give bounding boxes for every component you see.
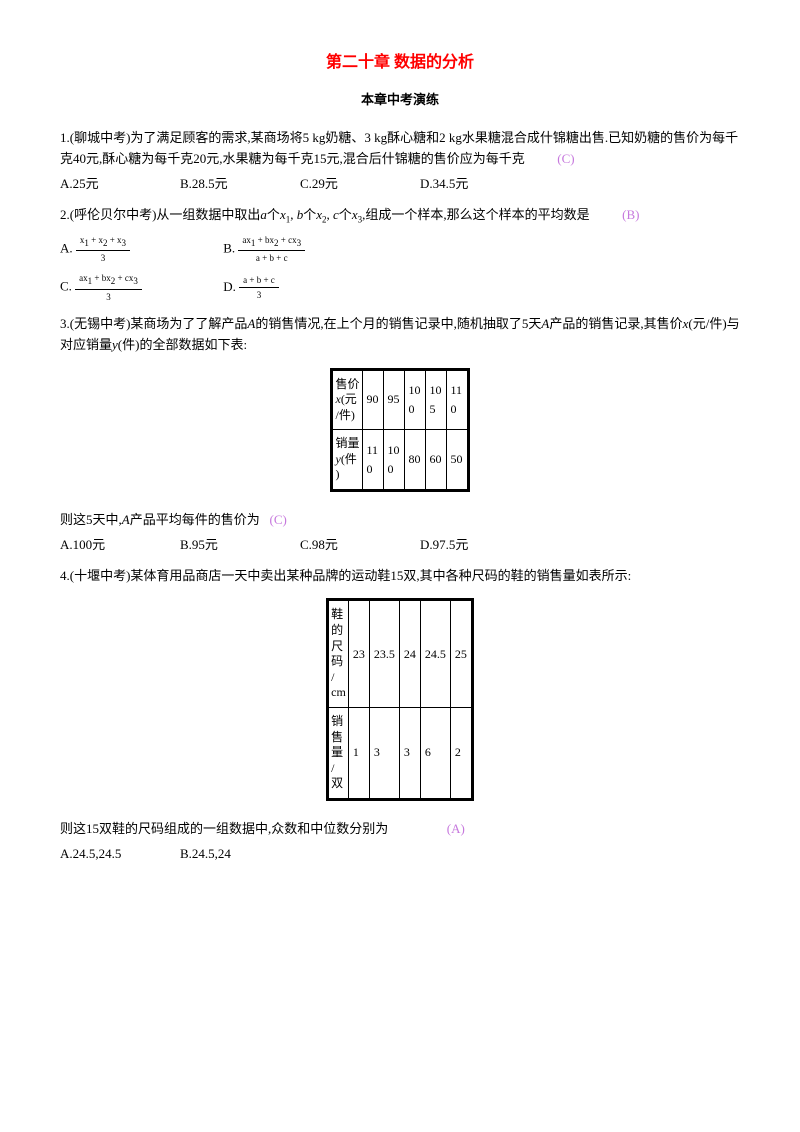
q4-text: 4.(十堰中考)某体育用品商店一天中卖出某种品牌的运动鞋15双,其中各种尺码的鞋… bbox=[60, 566, 740, 587]
question-2: 2.(呼伦贝尔中考)从一组数据中取出a个x1, b个x2, c个x3,组成一个样… bbox=[60, 205, 740, 304]
q2-text-b3: 个 bbox=[339, 207, 352, 222]
q2-text-b2: 个 bbox=[303, 207, 316, 222]
q3-r1c4: 105 bbox=[425, 369, 446, 430]
question-1: 1.(聊城中考)为了满足顾客的需求,某商场将5 kg奶糖、3 kg酥心糖和2 k… bbox=[60, 128, 740, 194]
q2-text-a: 2.(呼伦贝尔中考)从一组数据中取出 bbox=[60, 207, 260, 222]
q3-r2c2: 100 bbox=[383, 430, 404, 491]
q1-text: 1.(聊城中考)为了满足顾客的需求,某商场将5 kg奶糖、3 kg酥心糖和2 k… bbox=[60, 130, 738, 166]
q4-row1-hdr: 鞋的尺码/cm bbox=[328, 600, 349, 708]
q2-opt-c: C. ax1 + bx2 + cx33 bbox=[60, 271, 220, 304]
q3-r1c5: 110 bbox=[446, 369, 468, 430]
q2-answer: (B) bbox=[622, 207, 639, 222]
q3-text-a: 3.(无锡中考)某商场为了了解产品 bbox=[60, 316, 247, 331]
q4-r1c2: 23.5 bbox=[369, 600, 399, 708]
q4-r2c2: 3 bbox=[369, 708, 399, 800]
q4-r1c4: 24.5 bbox=[420, 600, 450, 708]
q4-r2c5: 2 bbox=[450, 708, 472, 800]
q2-opt-d: D. a + b + c3 bbox=[223, 273, 383, 303]
q3-r2c5: 50 bbox=[446, 430, 468, 491]
q1-opt-b: B.28.5元 bbox=[180, 174, 300, 195]
q3-answer: (C) bbox=[269, 512, 286, 527]
q1-opt-d: D.34.5元 bbox=[420, 174, 540, 195]
q3-table: 售价x(元/件) 90 95 100 105 110 销量y(件) 110 10… bbox=[330, 368, 469, 493]
chapter-title: 第二十章 数据的分析 bbox=[60, 50, 740, 76]
q3-opt-d: D.97.5元 bbox=[420, 535, 540, 556]
q1-answer: (C) bbox=[557, 151, 574, 166]
q3-opt-a: A.100元 bbox=[60, 535, 180, 556]
q3-r1c3: 100 bbox=[404, 369, 425, 430]
q4-answer: (A) bbox=[447, 821, 465, 836]
q4-r1c1: 23 bbox=[348, 600, 369, 708]
q4-opt-a: A.24.5,24.5 bbox=[60, 844, 180, 865]
q1-opt-c: C.29元 bbox=[300, 174, 420, 195]
q3-r1c1: 90 bbox=[362, 369, 383, 430]
q3-r1c2: 95 bbox=[383, 369, 404, 430]
q3-r2c1: 110 bbox=[362, 430, 383, 491]
q4-table: 鞋的尺码/cm 23 23.5 24 24.5 25 销售量/双 1 3 3 6… bbox=[326, 598, 474, 801]
q3-text-b: 的销售情况,在上个月的销售记录中,随机抽取了5天 bbox=[255, 316, 541, 331]
q4-row2-hdr: 销售量/双 bbox=[328, 708, 349, 800]
question-3: 3.(无锡中考)某商场为了了解产品A的销售情况,在上个月的销售记录中,随机抽取了… bbox=[60, 314, 740, 556]
q4-r2c4: 6 bbox=[420, 708, 450, 800]
q3-opt-b: B.95元 bbox=[180, 535, 300, 556]
q1-opt-a: A.25元 bbox=[60, 174, 180, 195]
chapter-subtitle: 本章中考演练 bbox=[60, 90, 740, 111]
q4-after: 则这15双鞋的尺码组成的一组数据中,众数和中位数分别为 bbox=[60, 821, 388, 836]
q3-r2c4: 60 bbox=[425, 430, 446, 491]
q2-opt-b: B. ax1 + bx2 + cx3a + b + c bbox=[223, 233, 383, 266]
q3-row1-hdr: 售价x(元/件) bbox=[332, 369, 362, 430]
q3-after: 则这5天中,A产品平均每件的售价为 bbox=[60, 512, 260, 527]
q4-r2c1: 1 bbox=[348, 708, 369, 800]
q3-text-e: (件)的全部数据如下表: bbox=[118, 337, 247, 352]
q3-opt-c: C.98元 bbox=[300, 535, 420, 556]
q3-r2c3: 80 bbox=[404, 430, 425, 491]
q3-text-c: 产品的销售记录,其售价 bbox=[549, 316, 682, 331]
q4-r1c5: 25 bbox=[450, 600, 472, 708]
q4-opt-b: B.24.5,24 bbox=[180, 844, 300, 865]
q3-row2-hdr: 销量y(件) bbox=[332, 430, 362, 491]
q2-opt-a: A. x1 + x2 + x33 bbox=[60, 233, 220, 266]
q2-text-b1: 个 bbox=[267, 207, 280, 222]
q4-r2c3: 3 bbox=[399, 708, 420, 800]
q4-r1c3: 24 bbox=[399, 600, 420, 708]
q2-text-c: ,组成一个样本,那么这个样本的平均数是 bbox=[362, 207, 590, 222]
question-4: 4.(十堰中考)某体育用品商店一天中卖出某种品牌的运动鞋15双,其中各种尺码的鞋… bbox=[60, 566, 740, 865]
